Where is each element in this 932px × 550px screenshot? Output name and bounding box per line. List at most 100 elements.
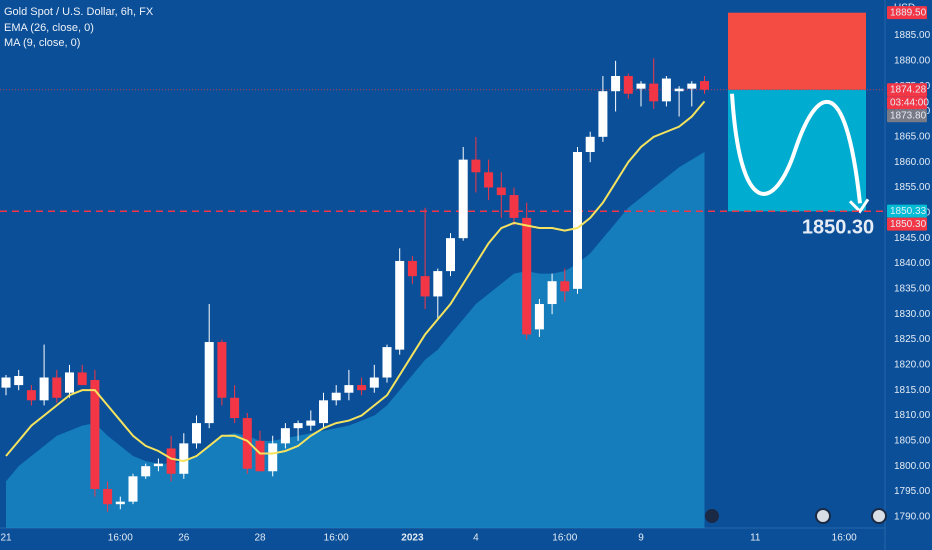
candle-body xyxy=(509,195,519,218)
y-tick-label: 1880.00 xyxy=(894,55,931,66)
candle-body xyxy=(471,159,481,173)
y-tick-label: 1865.00 xyxy=(894,131,931,142)
x-tick-label: 9 xyxy=(638,533,644,544)
candle-body xyxy=(700,81,709,90)
stop-zone xyxy=(728,12,866,90)
candle-body xyxy=(636,83,646,89)
candle-body xyxy=(420,276,430,297)
y-tick-label: 1790.00 xyxy=(894,511,931,522)
candle-body xyxy=(153,463,163,467)
candle-body xyxy=(293,423,303,429)
candle-body xyxy=(649,83,659,102)
x-tick-label: 16:00 xyxy=(108,533,133,544)
price-tag xyxy=(887,83,927,97)
candle-body xyxy=(446,238,455,272)
x-tick-label: 16:00 xyxy=(832,533,857,544)
y-tick-label: 1820.00 xyxy=(894,359,931,370)
candle-body xyxy=(179,443,189,474)
ema-area xyxy=(6,152,705,528)
candle-body xyxy=(623,76,633,94)
event-icon xyxy=(871,508,887,524)
candle-body xyxy=(128,476,138,502)
candle-body xyxy=(52,377,62,398)
candle-body xyxy=(255,440,265,472)
candle-body xyxy=(534,304,544,330)
y-tick-label: 1825.00 xyxy=(894,334,931,345)
candle-body xyxy=(560,281,570,292)
candle-body xyxy=(331,392,341,401)
x-tick-label: 11 xyxy=(750,533,761,544)
candle-body xyxy=(90,380,100,489)
price-tag-label: 1889.50 xyxy=(890,7,927,18)
target-label: 1850.30 xyxy=(802,217,874,239)
indicator-label: MA (9, close, 0) xyxy=(4,37,80,49)
x-tick-label: 16:00 xyxy=(324,533,349,544)
indicator-label: EMA (26, close, 0) xyxy=(4,22,94,34)
y-tick-label: 1845.00 xyxy=(894,233,931,244)
event-icon xyxy=(705,509,719,523)
candle-body xyxy=(407,260,417,277)
candle-body xyxy=(319,400,328,424)
candle-body xyxy=(217,342,227,398)
candle-body xyxy=(674,88,684,92)
y-tick-label: 1855.00 xyxy=(894,182,931,193)
candle-body xyxy=(458,159,468,239)
candle-body xyxy=(306,420,316,426)
price-tag-label: 1873.80 xyxy=(890,110,927,121)
y-tick-label: 1885.00 xyxy=(894,30,931,41)
y-tick-label: 1810.00 xyxy=(894,410,931,421)
x-tick-label: 28 xyxy=(254,533,266,544)
candle-body xyxy=(141,466,151,477)
y-tick-label: 1805.00 xyxy=(894,435,931,446)
x-tick-label: 2023 xyxy=(401,533,424,544)
candle-body xyxy=(115,501,125,505)
chart-title: Gold Spot / U.S. Dollar, 6h, FX xyxy=(4,6,154,18)
x-tick-label: 26 xyxy=(178,533,190,544)
y-tick-label: 1835.00 xyxy=(894,283,931,294)
candle-body xyxy=(192,423,201,444)
y-tick-label: 1815.00 xyxy=(894,385,931,396)
event-icon xyxy=(815,508,831,524)
price-tag xyxy=(887,6,927,20)
candle-body xyxy=(522,217,532,335)
candle-body xyxy=(433,271,443,297)
price-tag-label: 03:44:00 xyxy=(890,97,929,108)
x-tick-label: 21 xyxy=(0,533,12,544)
candle-body xyxy=(230,397,240,419)
candle-body xyxy=(242,418,252,469)
price-tag-label: 1874.28 xyxy=(890,84,927,95)
candle-body xyxy=(166,448,176,474)
candle-body xyxy=(280,428,290,444)
candle-body xyxy=(14,375,24,386)
candle-body xyxy=(357,385,367,391)
candle-body xyxy=(1,377,11,388)
ma-line xyxy=(5,100,706,463)
candle-body xyxy=(661,78,671,102)
x-tick-label: 16:00 xyxy=(552,533,577,544)
y-tick-label: 1860.00 xyxy=(894,157,931,168)
candle-body xyxy=(611,76,621,92)
y-tick-label: 1840.00 xyxy=(894,258,931,269)
price-tag xyxy=(887,109,927,123)
candle-body xyxy=(268,443,278,472)
candle-body xyxy=(547,281,557,305)
candle-body xyxy=(26,390,36,401)
plot-area xyxy=(0,12,885,528)
candle-body xyxy=(382,347,392,378)
candle-body xyxy=(573,152,582,289)
price-tag xyxy=(887,204,927,218)
price-tag-label: 1850.33 xyxy=(890,206,927,217)
event-icons xyxy=(705,508,887,524)
y-tick-label: 1800.00 xyxy=(894,461,931,472)
candle-body xyxy=(395,260,405,350)
candle-body xyxy=(687,83,697,89)
x-tick-label: 4 xyxy=(473,533,479,544)
candle-body xyxy=(496,187,506,196)
candle-body xyxy=(369,377,379,388)
price-tag xyxy=(887,217,927,231)
candle-body xyxy=(484,172,494,188)
price-tag xyxy=(887,96,927,110)
price-tag-label: 1850.30 xyxy=(890,219,927,230)
candle-body xyxy=(65,372,74,393)
